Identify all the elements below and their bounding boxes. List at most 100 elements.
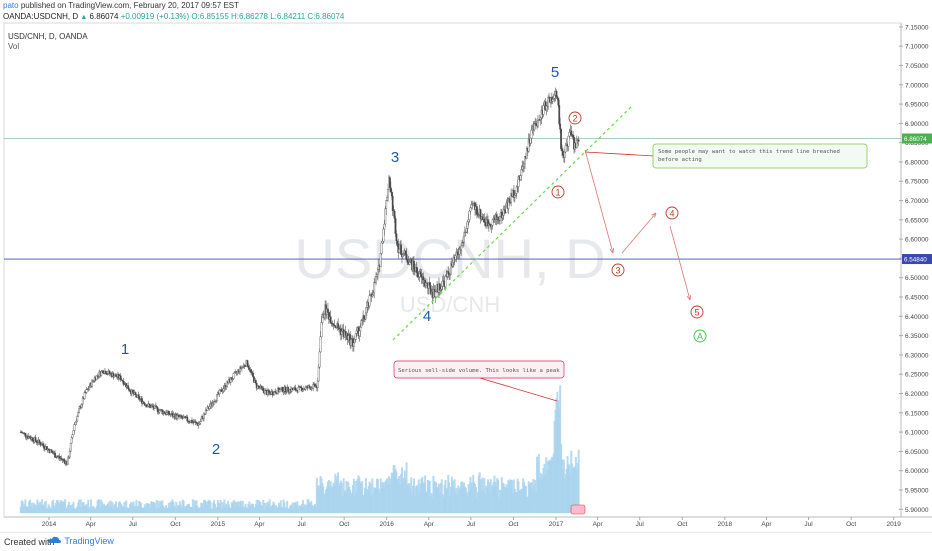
- author-link[interactable]: pato: [3, 1, 19, 10]
- candle-body: [475, 206, 478, 215]
- candle-body: [138, 396, 141, 400]
- volume-bar: [182, 500, 185, 514]
- candle-body: [562, 150, 564, 156]
- volume-bar: [223, 499, 226, 514]
- candle-body: [329, 316, 332, 324]
- candle-body: [555, 91, 558, 97]
- alt-wave-label-2: 2: [572, 114, 577, 124]
- volume-bar: [153, 502, 156, 514]
- x-tick-label: Jul: [636, 521, 645, 528]
- candle-body: [354, 333, 357, 340]
- candle-body: [100, 371, 103, 376]
- volume-bar: [577, 449, 580, 514]
- candle-body: [71, 434, 74, 438]
- candle-body: [58, 456, 61, 459]
- ohlc-bar: OANDA:USDCNH, D ▲ 6.86074 +0.00919 (+0.1…: [3, 12, 344, 21]
- volume-bar: [24, 499, 27, 514]
- candle-body: [491, 219, 494, 226]
- candle-body: [375, 276, 377, 283]
- volume-legend[interactable]: Vol: [8, 42, 20, 51]
- callout-trend-text-2: before acting: [658, 157, 702, 163]
- volume-bar: [79, 499, 82, 514]
- candle-body: [577, 139, 580, 142]
- volume-bar: [72, 501, 75, 514]
- candle-body: [386, 196, 389, 201]
- candle-body: [390, 191, 393, 197]
- x-tick-label: Jul: [129, 521, 138, 528]
- x-tick-label: 2019: [886, 521, 901, 528]
- candle-body: [297, 387, 300, 393]
- wave-label-4: 4: [423, 308, 431, 325]
- price-axis[interactable]: 7.15000 7.10000 7.05000 7.00000 6.95000 6.900…: [899, 24, 932, 514]
- candle-body: [250, 369, 253, 373]
- candle-body: [80, 403, 83, 408]
- candle-body: [257, 385, 260, 388]
- publish-info: pato published on TradingView.com, Febru…: [3, 1, 239, 10]
- tradingview-logo[interactable]: TradingView: [48, 535, 114, 546]
- candle-body: [515, 186, 518, 194]
- candle-body: [81, 397, 84, 405]
- alt-wave-label-4: 4: [669, 209, 674, 219]
- candle-body: [134, 392, 137, 396]
- candle-body: [434, 291, 437, 297]
- candle-body: [510, 193, 513, 203]
- candle-body: [127, 385, 130, 389]
- candle-body: [199, 421, 202, 424]
- candle-body: [233, 372, 236, 374]
- x-tick-label: 2017: [549, 521, 564, 528]
- alt-wave-circle-2: [568, 111, 582, 125]
- candle-body: [156, 407, 159, 412]
- volume-bar: [155, 499, 158, 514]
- volume-bar: [268, 499, 271, 514]
- projection-arrow-up-head: [651, 212, 657, 218]
- candle-body: [529, 137, 532, 144]
- candle-body: [499, 216, 501, 221]
- candle-body: [229, 377, 232, 383]
- candle-body: [119, 375, 122, 381]
- candle-body: [454, 255, 457, 260]
- candle-body: [358, 330, 361, 337]
- y-tick-label: 6.10000: [905, 430, 929, 437]
- footer: Created with TradingView: [0, 532, 932, 551]
- candle-body: [68, 450, 71, 458]
- volume-flag-icon: [570, 504, 586, 515]
- candle-body: [364, 312, 367, 320]
- candle-body: [312, 384, 315, 389]
- candle-body: [490, 225, 493, 228]
- candle-body: [337, 323, 340, 328]
- candle-body: [318, 351, 321, 368]
- candle-body: [213, 401, 216, 405]
- volume-bar: [98, 500, 101, 514]
- y-tick-label: 6.50000: [905, 275, 929, 282]
- candle-body: [208, 406, 211, 409]
- candle-body: [253, 376, 255, 383]
- y-tick-label: 7.00000: [905, 82, 929, 89]
- candle-body: [246, 360, 249, 367]
- candle-body: [416, 272, 419, 278]
- symbol-label: OANDA:USDCNH, D: [3, 12, 79, 21]
- candle-body: [469, 207, 472, 212]
- candle-body: [73, 424, 76, 431]
- volume-bar: [301, 500, 304, 514]
- time-axis[interactable]: 2014 Apr Jul Oct 2015 Apr Jul Oct 2016 Apr Jul Oct 2…: [42, 517, 902, 528]
- candle-body: [393, 210, 396, 219]
- candle-body: [564, 144, 567, 153]
- candle-body: [78, 408, 80, 413]
- volume-bar: [296, 501, 299, 514]
- x-tick-label: 2018: [718, 521, 733, 528]
- candle-body: [91, 380, 93, 387]
- candle-body: [385, 200, 388, 209]
- candle-body: [85, 389, 88, 393]
- candle-body: [401, 254, 404, 257]
- volume-bar: [111, 501, 114, 514]
- candle-body: [479, 209, 482, 220]
- candle-body: [519, 175, 522, 180]
- x-tick-label: Oct: [339, 521, 349, 528]
- x-tick-label: Oct: [677, 521, 687, 528]
- candle-body: [363, 315, 365, 320]
- series-legend[interactable]: USD/CNH, D, OANDA: [8, 32, 88, 41]
- volume-bar: [191, 499, 194, 514]
- candle-body: [271, 391, 274, 395]
- candle-body: [415, 267, 418, 273]
